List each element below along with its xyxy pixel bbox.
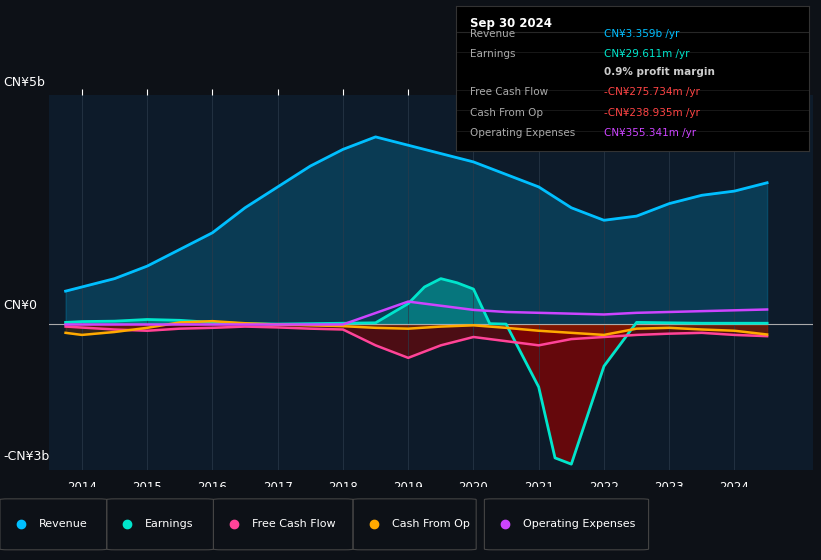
Text: Operating Expenses: Operating Expenses bbox=[470, 128, 575, 138]
Text: CN¥29.611m /yr: CN¥29.611m /yr bbox=[604, 49, 690, 59]
Text: -CN¥3b: -CN¥3b bbox=[3, 450, 50, 463]
Text: Revenue: Revenue bbox=[470, 29, 515, 39]
Text: Free Cash Flow: Free Cash Flow bbox=[470, 87, 548, 97]
Text: CN¥3.359b /yr: CN¥3.359b /yr bbox=[604, 29, 679, 39]
Text: Earnings: Earnings bbox=[470, 49, 516, 59]
Text: -CN¥238.935m /yr: -CN¥238.935m /yr bbox=[604, 108, 699, 118]
Text: CN¥5b: CN¥5b bbox=[3, 76, 45, 90]
Text: Cash From Op: Cash From Op bbox=[470, 108, 543, 118]
Text: Revenue: Revenue bbox=[39, 519, 87, 529]
Text: Earnings: Earnings bbox=[145, 519, 194, 529]
Text: CN¥0: CN¥0 bbox=[3, 299, 38, 312]
Text: 0.9% profit margin: 0.9% profit margin bbox=[604, 67, 715, 77]
Text: -CN¥275.734m /yr: -CN¥275.734m /yr bbox=[604, 87, 699, 97]
Text: CN¥355.341m /yr: CN¥355.341m /yr bbox=[604, 128, 696, 138]
Text: Cash From Op: Cash From Op bbox=[392, 519, 470, 529]
Text: Free Cash Flow: Free Cash Flow bbox=[252, 519, 336, 529]
Text: Sep 30 2024: Sep 30 2024 bbox=[470, 17, 552, 30]
Text: Operating Expenses: Operating Expenses bbox=[523, 519, 635, 529]
